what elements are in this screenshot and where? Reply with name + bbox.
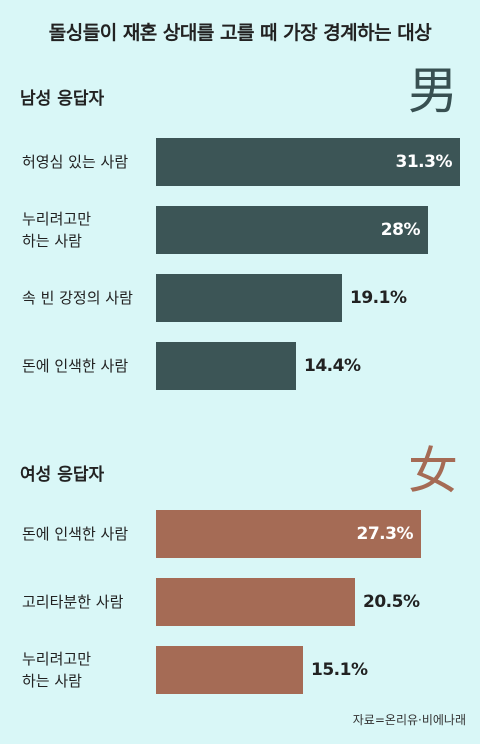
male-symbol: 男: [408, 62, 458, 120]
source-note: 자료=온리유·비에나래: [352, 713, 466, 727]
male-category-label: 돈에 인색한 사람: [22, 357, 129, 375]
female-category-label: 고리타분한 사람: [22, 593, 124, 611]
male-bar: [156, 342, 296, 390]
female-value-label: 15.1%: [311, 660, 368, 680]
female-symbol: 女: [408, 442, 458, 500]
male-category-label: 누리려고만 하는 사람: [22, 210, 92, 250]
male-bar: [156, 138, 460, 186]
male-category-label: 허영심 있는 사람: [22, 153, 129, 171]
female-section-label: 여성 응답자: [20, 465, 105, 485]
female-bar: [156, 646, 303, 694]
male-bar: [156, 274, 342, 322]
female-value-label: 27.3%: [356, 524, 414, 544]
female-category-label: 누리려고만 하는 사람: [22, 650, 92, 690]
male-section-label: 남성 응답자: [20, 89, 105, 109]
male-value-label: 31.3%: [395, 152, 453, 172]
female-value-label: 20.5%: [363, 592, 420, 612]
female-bar: [156, 510, 421, 558]
female-category-label: 돈에 인색한 사람: [22, 525, 129, 543]
male-bar: [156, 206, 428, 254]
male-value-label: 19.1%: [350, 288, 407, 308]
male-value-label: 14.4%: [304, 356, 361, 376]
male-category-label: 속 빈 강정의 사람: [22, 289, 133, 307]
female-bar: [156, 578, 355, 626]
chart-title: 돌싱들이 재혼 상대를 고를 때 가장 경계하는 대상: [48, 22, 432, 44]
male-value-label: 28%: [380, 220, 421, 240]
